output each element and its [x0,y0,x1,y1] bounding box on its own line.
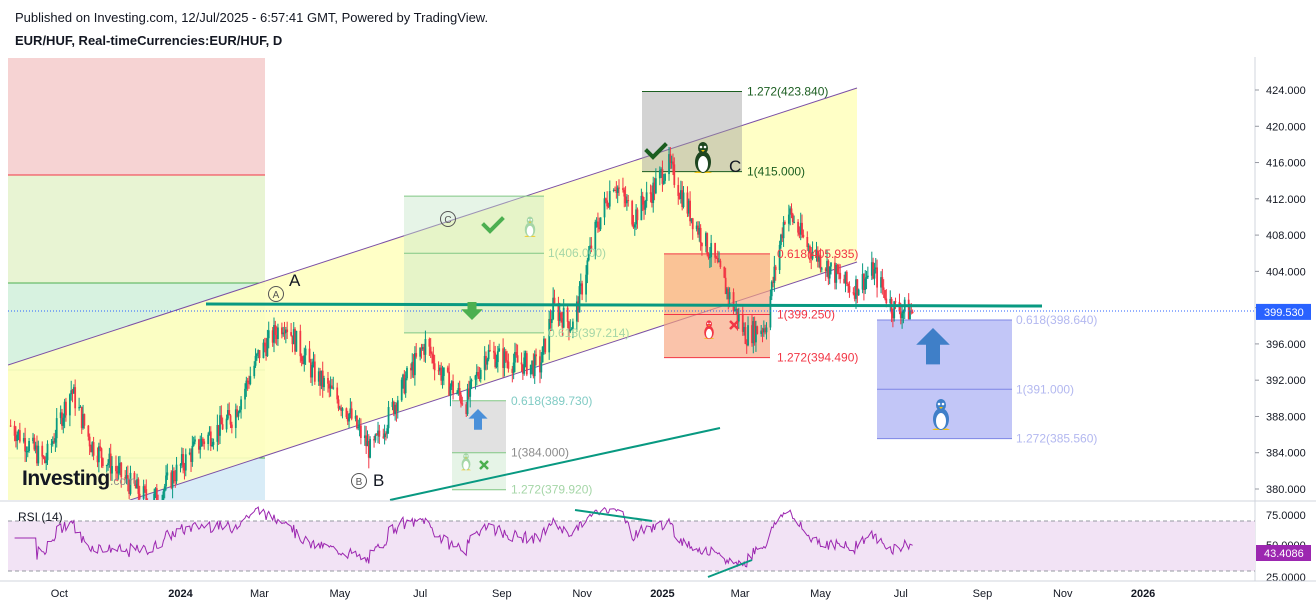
time-tick-label: Jul [894,588,908,600]
last-price-badge: 399.530 [1264,307,1304,319]
fib-level-label: 1(415.000) [747,165,805,179]
svg-text:Investing: Investing [22,467,110,490]
published-caption: Published on Investing.com, 12/Jul/2025 … [15,10,489,25]
fib-level-label: 1.272(423.840) [747,84,828,98]
arrow-down-icon [461,302,483,320]
time-tick-label: 2025 [650,588,674,600]
fib-level-label: 1(384.000) [511,446,569,460]
check-icon [481,216,505,234]
rsi-tick-label: 75.0000 [1266,510,1306,522]
price-tick-label: 380.000 [1266,484,1306,496]
symbol-title: EUR/HUF, Real-timeCurrencies:EUR/HUF, D [15,33,283,48]
time-axis[interactable]: Oct 2024 Mar May Jul Sep Nov 2025 Mar May Jul Sep No… [51,588,1156,600]
time-tick-label: 2026 [1131,588,1155,600]
fib-level-label: 0.618(405.935) [777,247,858,261]
trend-line[interactable] [389,427,721,501]
rsi-title: RSI (14) [18,510,63,524]
time-tick-label: Oct [51,588,68,600]
penguin-icon [703,320,715,339]
candlestick-series [9,147,914,500]
penguin-icon [932,399,950,430]
price-tick-label: 396.000 [1266,339,1306,351]
fib-level-label: 0.618(397.214) [548,326,629,340]
wave-circle-label: B [356,477,363,488]
x-mark-icon [479,460,489,470]
fib-level-label: 1(399.250) [777,307,835,321]
x-mark-icon [729,320,739,330]
rsi-tick-label: 25.0000 [1266,572,1306,584]
check-icon [644,142,668,160]
investing-logo: Investing .com [22,467,136,490]
time-tick-label: Nov [572,588,592,600]
fib-level-label: 1.272(385.560) [1016,432,1097,446]
svg-text:.com: .com [110,474,136,488]
fib-level-label: 0.618(389.730) [511,394,592,408]
time-tick-label: Mar [250,588,269,600]
price-tick-label: 416.000 [1266,158,1306,170]
fib-level-label: 0.618(398.640) [1016,313,1097,327]
price-tick-label: 392.000 [1266,375,1306,387]
wave-circle-label: A [273,290,280,301]
price-axis[interactable]: 380.000384.000388.000392.000396.000400.0… [1255,85,1311,496]
time-tick-label: May [329,588,350,600]
fib-level-label: 1.272(379.920) [511,483,592,497]
rsi-last-badge: 43.4086 [1264,548,1304,560]
price-tick-label: 388.000 [1266,411,1306,423]
ascending-channel[interactable] [8,88,857,540]
support-line[interactable] [205,302,1043,308]
penguin-icon [694,142,712,173]
penguin-icon [461,453,471,471]
price-tick-label: 412.000 [1266,194,1306,206]
time-tick-label: 2024 [168,588,193,600]
price-tick-label: 420.000 [1266,121,1306,133]
arrow-up-icon [468,409,488,430]
time-tick-label: Sep [492,588,512,600]
price-tick-label: 404.000 [1266,266,1306,278]
price-tick-label: 384.000 [1266,448,1306,460]
fib-level-label: 1(406.000) [548,246,606,260]
fib-level-label: 1(391.000) [1016,382,1074,396]
wave-label-a: A [289,271,301,290]
arrow-up-icon [916,328,950,365]
wave-circle-label: C [444,215,451,226]
fib-level-label: 1.272(394.490) [777,351,858,365]
price-tick-label: 424.000 [1266,85,1306,97]
time-tick-label: Jul [413,588,427,600]
penguin-icon [524,216,536,237]
fib-box-c[interactable] [642,91,742,172]
time-tick-label: Nov [1053,588,1073,600]
price-tick-label: 408.000 [1266,230,1306,242]
wave-label-c: C [729,157,741,176]
rsi-series [14,506,913,578]
time-tick-label: Mar [731,588,750,600]
wave-label-b: B [373,471,384,490]
time-tick-label: May [810,588,831,600]
time-tick-label: Sep [973,588,993,600]
